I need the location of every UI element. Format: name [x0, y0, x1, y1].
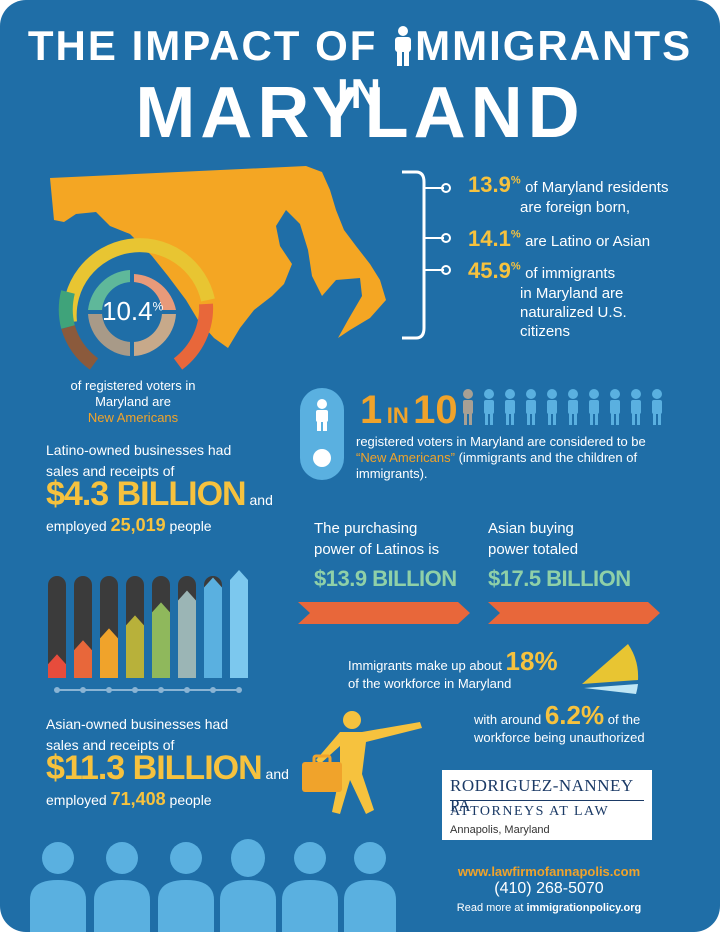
asian-arrow: [488, 602, 660, 624]
bar-4: [126, 615, 144, 678]
axis-dot: [210, 687, 216, 693]
firm-card[interactable]: RODRIGUEZ-NANNEY PA ATTORNEYS AT LAW Ann…: [442, 770, 652, 840]
people-row-icon: [463, 389, 662, 425]
voter-pill: [300, 388, 344, 480]
donut-ring-gold: [62, 238, 215, 323]
stat-foreign-born: 13.9% of Maryland residents are foreign …: [468, 172, 669, 216]
bar-track: [48, 576, 66, 678]
stat-value: 13.9%: [468, 172, 521, 197]
firm-location: Annapolis, Maryland: [450, 824, 550, 836]
title-line-1: THE IMPACT OF MMIGRANTS IN: [0, 22, 720, 118]
firm-website-link[interactable]: www.lawfirmofannapolis.com: [457, 864, 641, 879]
donut-ring-orange: [173, 303, 214, 370]
donut-center: [102, 282, 162, 342]
bar-6: [178, 590, 196, 678]
stat-value: 45.9%: [468, 258, 521, 283]
axis-dot: [54, 687, 60, 693]
title-part-a: THE IMPACT OF: [27, 22, 392, 69]
axis-dot: [132, 687, 138, 693]
maryland-map: [50, 166, 386, 348]
title-line-2: MARYLAND: [135, 73, 585, 153]
axis-dot: [236, 687, 242, 693]
pill-person-icon: [313, 399, 331, 467]
stats-bracket: [402, 170, 451, 340]
donut-ring-green: [58, 290, 75, 329]
firm-phone[interactable]: (410) 268-5070: [494, 880, 604, 897]
people-silhouettes-icon: [30, 839, 396, 932]
maryland-shape: [50, 166, 386, 348]
workforce-pie-slice: [582, 644, 639, 694]
donut-value: 10.4%: [102, 296, 164, 326]
axis-dot: [158, 687, 164, 693]
source-line: Read more at immigrationpolicy.org: [456, 902, 642, 914]
firm-divider: [450, 800, 644, 801]
axis-dot: [184, 687, 190, 693]
worker-with-briefcase-icon: [302, 711, 422, 814]
latino-arrow: [298, 602, 470, 624]
bar-3: [100, 628, 118, 678]
person-icon: [395, 26, 412, 66]
firm-subtitle: ATTORNEYS AT LAW: [450, 804, 610, 819]
asian-business-block: Asian-owned businesses had sales and rec…: [46, 716, 289, 809]
axis-dot: [80, 687, 86, 693]
latino-business-block: Latino-owned businesses had sales and re…: [46, 442, 273, 535]
donut-ring-brown: [61, 324, 99, 370]
donut-caption: of registered voters in Maryland are New…: [70, 378, 196, 425]
stat-value: 14.1%: [468, 226, 521, 251]
stat-naturalized: 45.9% of immigrants in Maryland are natu…: [468, 258, 627, 340]
bar-8: [230, 570, 248, 678]
workforce-unauthorized: with around 6.2% of the workforce being …: [474, 700, 645, 745]
bar-1: [48, 654, 66, 678]
one-in-ten-label: 1 IN 10: [360, 388, 458, 432]
bar-2: [74, 640, 92, 678]
latino-purchasing-block: The purchasing power of Latinos is $13.9…: [314, 520, 457, 591]
one-in-ten-text: registered voters in Maryland are consid…: [356, 434, 646, 481]
asian-purchasing-block: Asian buying power totaled $17.5 BILLION: [488, 520, 631, 591]
axis-dot: [106, 687, 112, 693]
highlighted-person-icon: [463, 389, 473, 425]
business-growth-bar-chart: [48, 570, 248, 693]
workforce-block: Immigrants make up about 18% of the work…: [348, 646, 558, 691]
voters-donut-chart: [58, 238, 215, 370]
bar-7: [204, 577, 222, 678]
bar-5: [152, 602, 170, 678]
stat-latino-asian: 14.1% are Latino or Asian: [468, 226, 651, 251]
title-part-b: MMIGRANTS IN: [337, 22, 693, 117]
